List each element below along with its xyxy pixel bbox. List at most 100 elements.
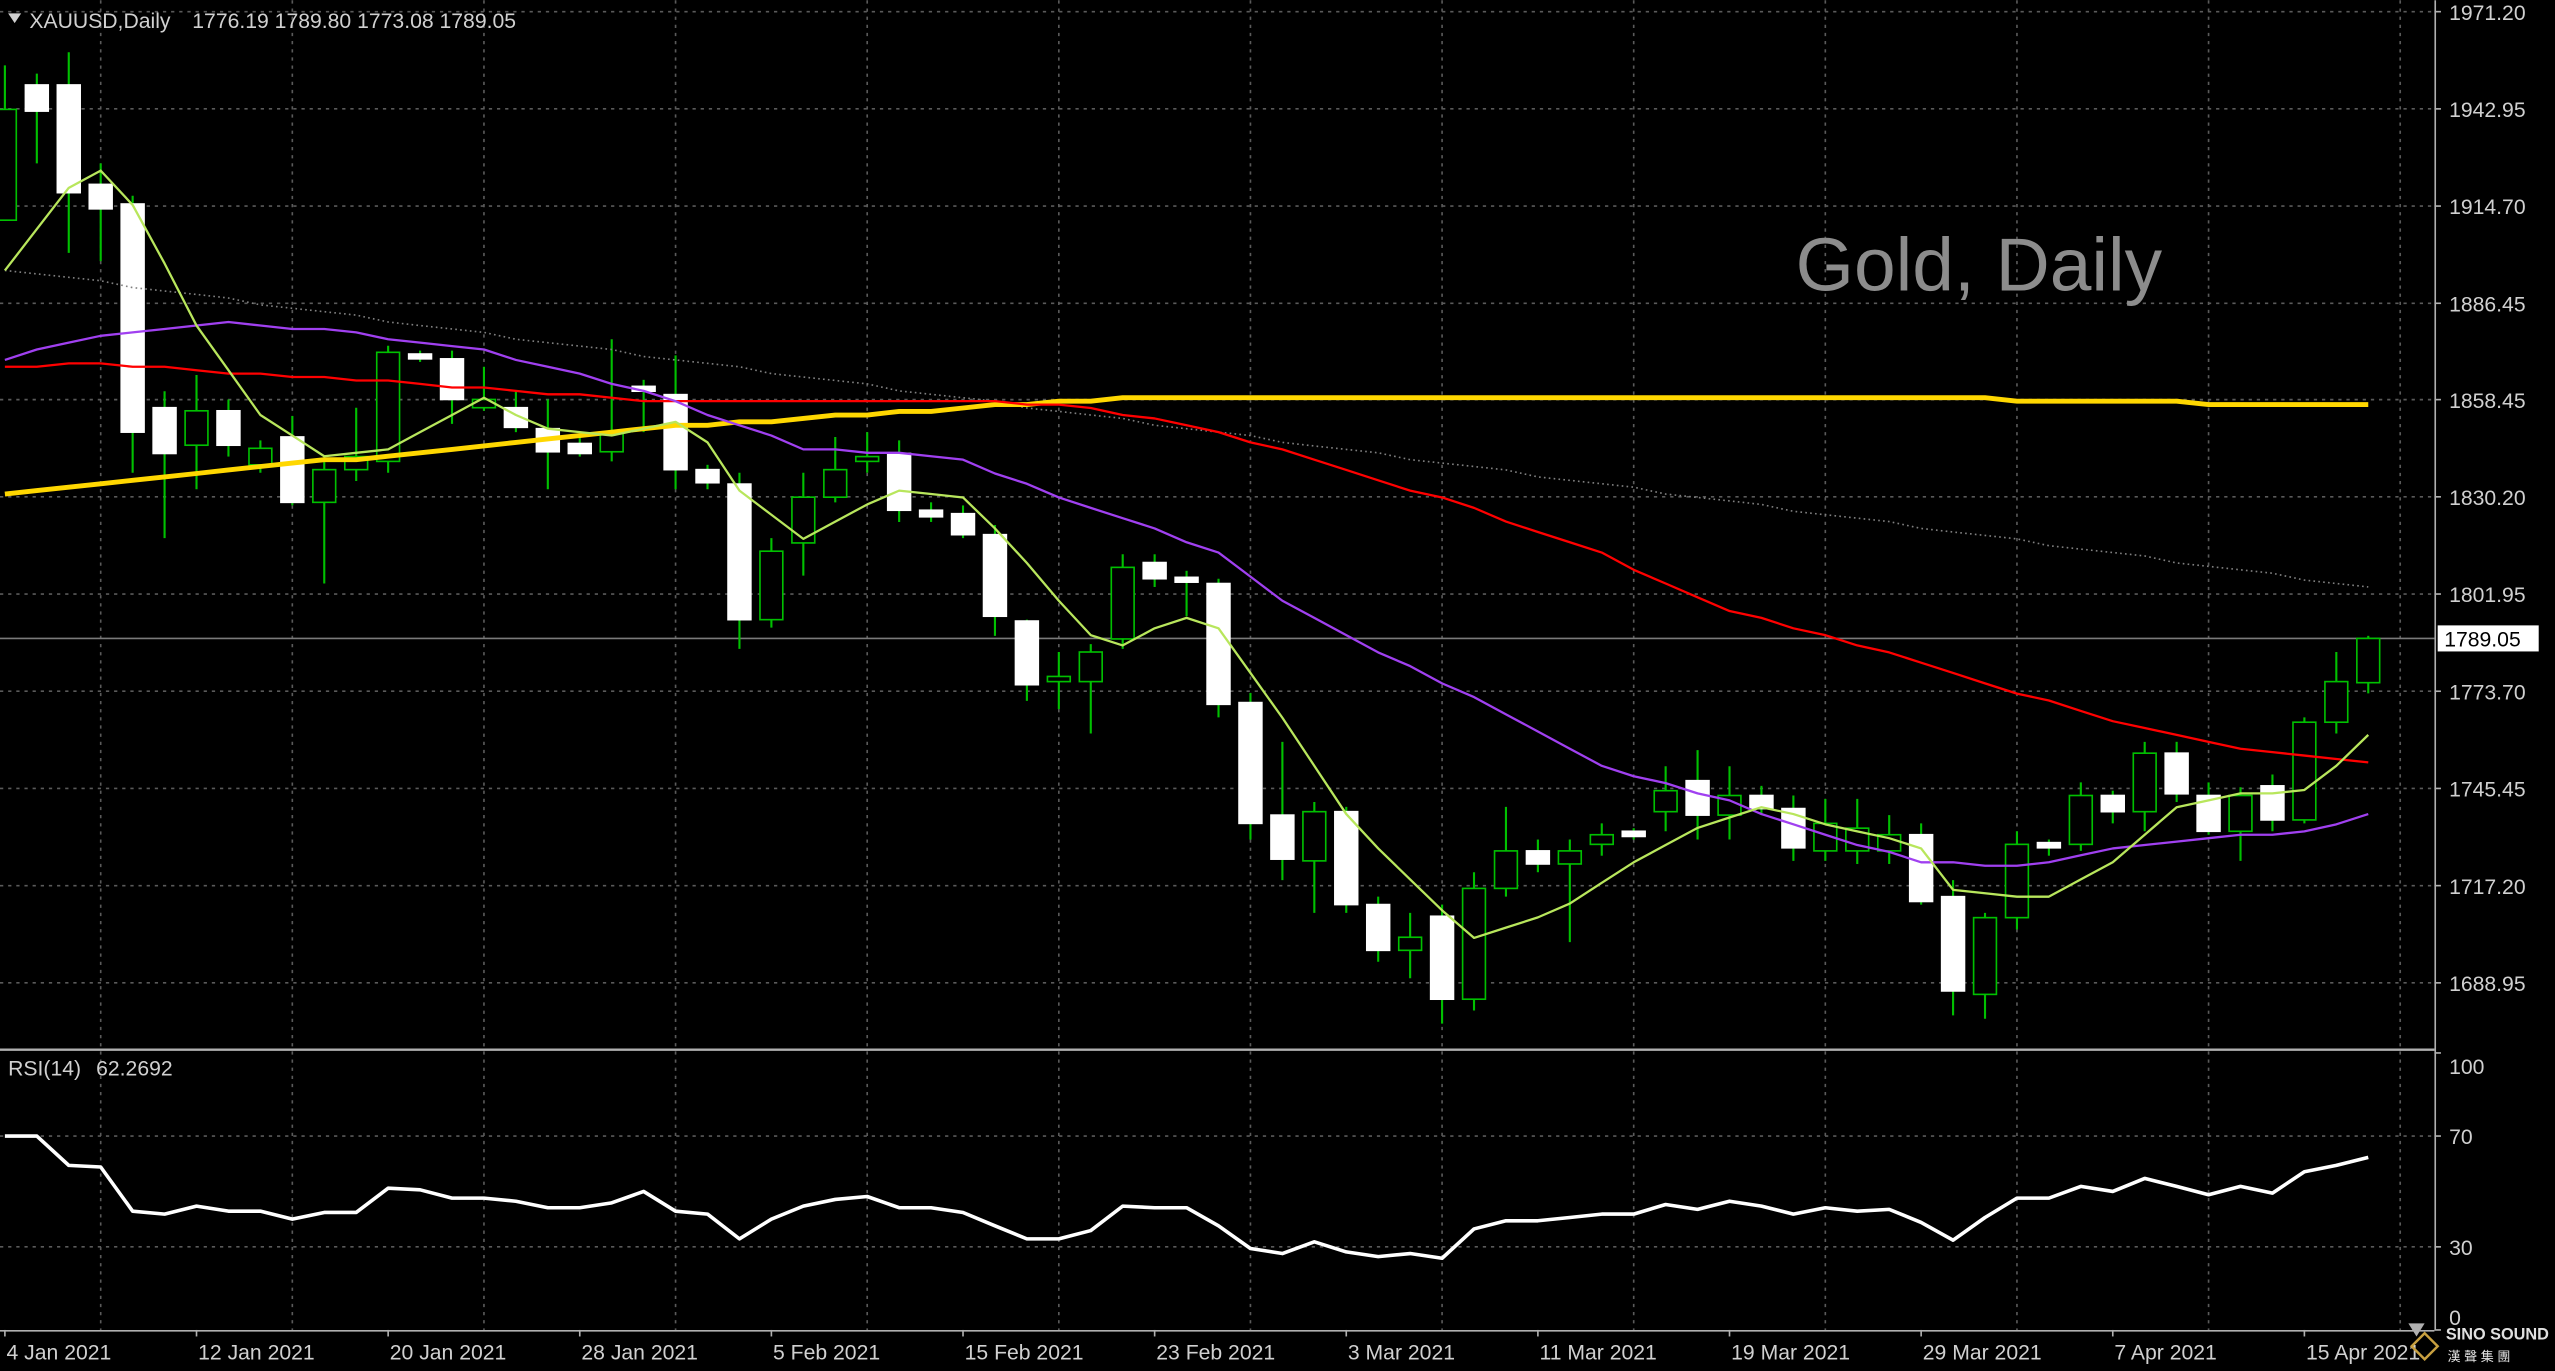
candle-body-up <box>2228 794 2253 833</box>
candle-body-down <box>2196 794 2221 833</box>
candle-body-up <box>312 468 337 504</box>
candle-body-down <box>1014 620 1040 686</box>
candle-body-up <box>2324 680 2349 724</box>
x-tick-label: 7 Apr 2021 <box>2114 1341 2216 1364</box>
candle-body-down <box>886 452 912 512</box>
candle-body-up <box>823 468 848 498</box>
candle-body-up <box>759 550 784 621</box>
candle-body-down <box>1365 903 1391 952</box>
candle-body-down <box>2036 841 2062 849</box>
candle-body-down <box>1238 701 1263 825</box>
candle-body-down <box>56 84 81 194</box>
candle-body-down <box>2100 794 2125 813</box>
candle-body-up <box>2068 794 2094 846</box>
y-tick-label: 1830.20 <box>2449 487 2526 510</box>
x-tick-label: 23 Feb 2021 <box>1156 1341 1275 1364</box>
candle-body-down <box>120 203 145 433</box>
y-tick-label: 1688.95 <box>2449 973 2526 996</box>
candle-body-down <box>1908 833 1934 903</box>
candle-body-up <box>1589 833 1614 846</box>
y-tick-label: 1717.20 <box>2449 876 2526 899</box>
x-tick-label: 12 Jan 2021 <box>198 1341 315 1364</box>
candle-body-down <box>280 436 305 504</box>
y-tick-label: 1801.95 <box>2449 584 2526 607</box>
candle-body-down <box>918 509 944 518</box>
chart-title: XAUUSD,Daily <box>29 10 171 33</box>
x-tick-label: 19 Mar 2021 <box>1731 1341 1850 1364</box>
x-tick-label: 4 Jan 2021 <box>7 1341 112 1364</box>
x-tick-label: 11 Mar 2021 <box>1540 1341 1657 1364</box>
candle-body-down <box>1142 561 1167 580</box>
moving-average <box>4 269 2369 588</box>
candle-body-up <box>791 496 816 544</box>
candle-body-up <box>2004 843 2030 919</box>
moving-average <box>4 320 2369 867</box>
rsi-tick-label: 100 <box>2449 1056 2484 1079</box>
candle-body-up <box>1110 566 1135 640</box>
candle-body-down <box>1334 810 1359 906</box>
candle-body-up <box>1302 810 1327 862</box>
candle-body-up <box>0 108 18 221</box>
candle-body-down <box>2164 752 2189 795</box>
candle-body-down <box>1206 582 1231 706</box>
candle-body-down <box>982 533 1008 618</box>
candle-body-up <box>2356 637 2381 684</box>
indicator-name: RSI(14) <box>8 1058 81 1081</box>
x-tick-label: 3 Mar 2021 <box>1348 1341 1455 1364</box>
rsi-tick-label: 0 <box>2449 1307 2461 1330</box>
candle-body-up <box>1461 887 1487 1001</box>
indicator-value: 62.2692 <box>96 1058 173 1081</box>
candle-body-down <box>567 442 592 455</box>
logo-subtitle: 漢 聲 集 團 <box>2447 1349 2510 1364</box>
candle-body-up <box>1972 916 1998 996</box>
candle-body-down <box>1429 915 1455 1001</box>
watermark: Gold, Daily <box>1796 222 2163 306</box>
x-tick-label: 15 Apr 2021 <box>2306 1341 2420 1364</box>
candle-body-up <box>1397 936 1423 952</box>
candle-body-up <box>854 455 880 463</box>
logo: SINO SOUND 漢 聲 集 團 <box>2409 1326 2549 1364</box>
candle-body-down <box>216 409 241 447</box>
x-tick-label: 29 Mar 2021 <box>1923 1341 2042 1364</box>
candle-body-up <box>1078 651 1103 683</box>
y-tick-label: 1942.95 <box>2449 99 2526 122</box>
candle-body-up <box>248 447 273 466</box>
x-tick-label: 28 Jan 2021 <box>581 1341 698 1364</box>
ohlc-readout: 1776.19 1789.80 1773.08 1789.05 <box>192 10 516 33</box>
y-tick-label: 1773.70 <box>2449 681 2526 704</box>
candle-body-up <box>1653 789 1678 813</box>
y-tick-label: 1914.70 <box>2449 196 2526 219</box>
candle-body-down <box>663 393 688 471</box>
candle-body-down <box>1940 895 1966 992</box>
moving-average <box>3 169 2370 940</box>
rsi-tick-label: 70 <box>2449 1126 2473 1149</box>
logo-icon <box>2409 1331 2440 1362</box>
candle-body-down <box>88 183 113 210</box>
collapse-icon[interactable] <box>8 13 22 24</box>
candle-body-up <box>471 398 497 409</box>
candle-body-down <box>1685 779 1710 816</box>
candle-body-down <box>1270 814 1295 860</box>
candle-body-up <box>2132 752 2157 813</box>
x-tick-label: 20 Jan 2021 <box>390 1341 507 1364</box>
y-tick-label: 1971.20 <box>2449 2 2526 25</box>
y-tick-label: 1886.45 <box>2449 293 2526 316</box>
candle-body-down <box>1525 850 1551 865</box>
moving-average <box>4 395 2369 497</box>
candle-body-down <box>152 406 177 455</box>
current-price-box <box>2437 625 2539 652</box>
candle-body-up <box>1493 850 1519 890</box>
candle-body-up <box>184 409 209 447</box>
candle-body-down <box>950 512 976 536</box>
candle-body-up <box>1046 675 1072 683</box>
y-tick-label: 1745.45 <box>2449 779 2526 802</box>
candle-body-down <box>1174 576 1199 583</box>
marks-layer: 1789.05 <box>0 52 2539 1261</box>
rsi-tick-label: 30 <box>2449 1237 2473 1260</box>
chart-shift-marker[interactable] <box>2408 1323 2425 1337</box>
candle-body-down <box>1621 830 1646 838</box>
candle-body-down <box>407 353 433 360</box>
rsi-line <box>4 1134 2369 1261</box>
